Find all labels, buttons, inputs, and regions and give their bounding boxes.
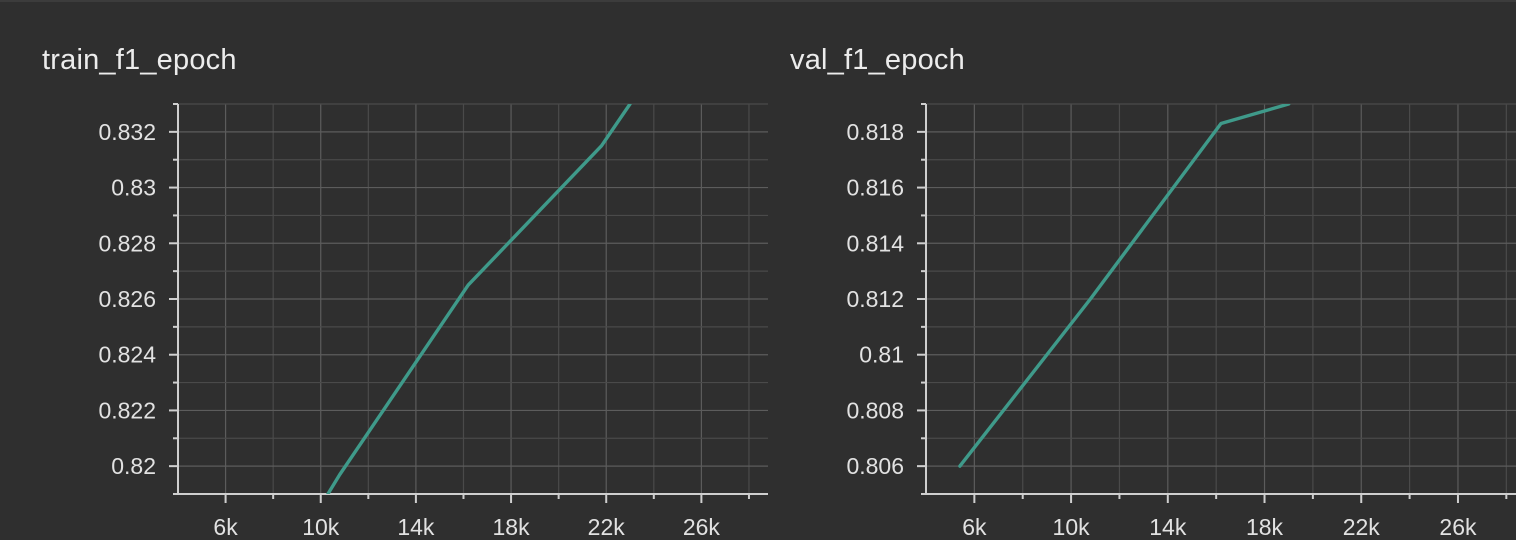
y-tick-label: 0.824 xyxy=(98,342,156,368)
val-f1-plot[interactable]: 0.806 0.808 0.81 0.812 0.814 0.816 0.818 6k 10k 1… xyxy=(778,0,1516,540)
y-tick-label: 0.822 xyxy=(98,397,156,423)
top-divider xyxy=(0,0,1516,2)
y-tick-label: 0.808 xyxy=(846,397,904,423)
y-tick-label: 0.82 xyxy=(111,453,156,479)
x-tick-label: 26k xyxy=(683,514,721,540)
x-tick-label: 18k xyxy=(493,514,531,540)
y-tick-label: 0.826 xyxy=(98,286,156,312)
x-tick-label: 14k xyxy=(397,514,435,540)
chart-panel-val: val_f1_epoch 0.806 0.808 0.81 0.812 0.814 0.8… xyxy=(778,0,1516,540)
y-tick-label: 0.83 xyxy=(111,175,156,201)
x-tick-label: 6k xyxy=(213,514,238,540)
x-tick-label: 14k xyxy=(1149,514,1187,540)
x-tick-label: 18k xyxy=(1246,514,1284,540)
y-tick-label: 0.806 xyxy=(846,453,904,479)
y-tick-label: 0.816 xyxy=(846,175,904,201)
y-tick-label: 0.818 xyxy=(846,119,904,145)
train-f1-plot[interactable]: 0.82 0.822 0.824 0.826 0.828 0.83 0.832 6k 10k 14… xyxy=(0,0,778,540)
grid xyxy=(178,103,768,495)
chart-title: val_f1_epoch xyxy=(790,44,965,76)
x-tick-label: 10k xyxy=(302,514,340,540)
y-tick-label: 0.832 xyxy=(98,119,156,145)
x-tick-label: 6k xyxy=(962,514,987,540)
y-tick-label: 0.81 xyxy=(859,342,904,368)
y-tick-label: 0.814 xyxy=(846,230,904,256)
series-line[interactable] xyxy=(958,104,1291,468)
x-tick-label: 22k xyxy=(1343,514,1381,540)
x-tick-label: 10k xyxy=(1053,514,1091,540)
chart-panel-train: train_f1_epoch 0.82 0.822 0.824 0.826 0.828 0… xyxy=(0,0,778,540)
chart-title: train_f1_epoch xyxy=(42,44,237,76)
x-tick-label: 26k xyxy=(1439,514,1477,540)
grid xyxy=(926,103,1516,495)
y-tick-label: 0.828 xyxy=(98,230,156,256)
x-tick-label: 22k xyxy=(588,514,626,540)
y-tick-label: 0.812 xyxy=(846,286,904,312)
